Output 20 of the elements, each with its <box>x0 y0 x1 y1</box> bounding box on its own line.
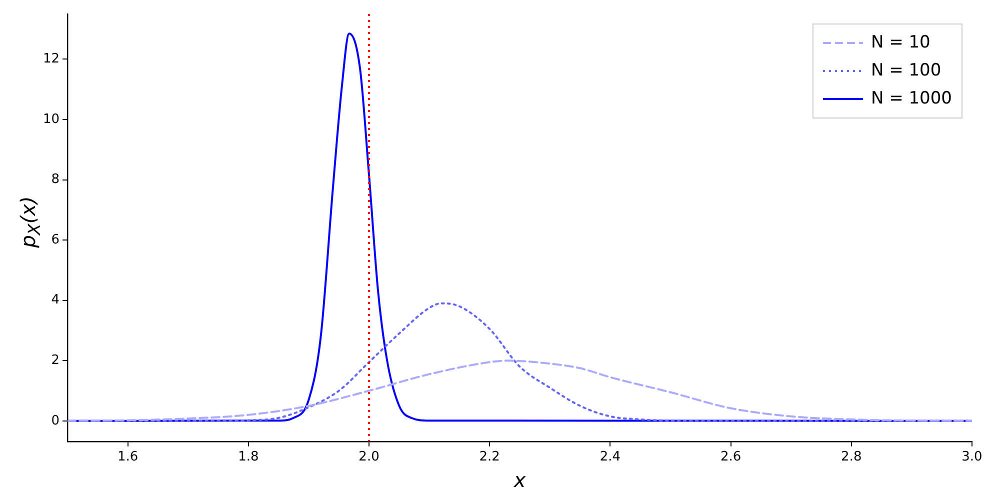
x-tick-label: 2.2 <box>479 450 500 465</box>
line-series <box>68 360 972 422</box>
legend-label: N = 10 <box>870 32 930 52</box>
y-tick-label: 2 <box>51 352 60 368</box>
legend-label: N = 100 <box>870 60 942 80</box>
y-tick-label: 6 <box>51 232 60 248</box>
x-tick-label: 2.6 <box>720 450 742 465</box>
x-tick-label: 1.8 <box>238 450 259 465</box>
x-tick-label: 2.4 <box>600 450 621 465</box>
x-tick-label: 2.8 <box>841 450 862 465</box>
x-tick-label: 2.0 <box>358 450 380 465</box>
x-tick-label: 1.6 <box>117 450 138 465</box>
x-axis-title: x <box>512 468 526 492</box>
y-tick-label: 10 <box>42 112 60 127</box>
y-tick-label: 12 <box>42 52 60 67</box>
x-tick-label: 3.0 <box>962 450 982 465</box>
legend-label: N = 1000 <box>870 88 952 108</box>
y-tick-label: 8 <box>51 172 60 188</box>
y-tick-label: 0 <box>51 413 60 428</box>
y-tick-label: 4 <box>51 292 60 308</box>
